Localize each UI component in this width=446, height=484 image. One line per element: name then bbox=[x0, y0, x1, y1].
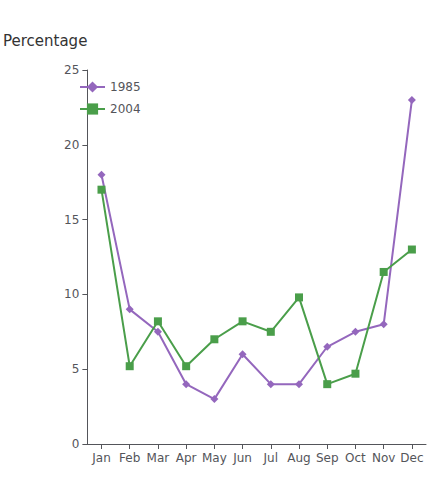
svg-text:Nov: Nov bbox=[372, 451, 395, 465]
svg-text:Feb: Feb bbox=[119, 451, 140, 465]
svg-text:5: 5 bbox=[72, 362, 80, 376]
svg-text:Mar: Mar bbox=[147, 451, 170, 465]
svg-text:Jul: Jul bbox=[263, 451, 278, 465]
svg-text:2004: 2004 bbox=[110, 102, 141, 116]
svg-text:15: 15 bbox=[64, 213, 79, 227]
svg-text:May: May bbox=[202, 451, 227, 465]
svg-text:Oct: Oct bbox=[345, 451, 366, 465]
svg-text:Dec: Dec bbox=[400, 451, 423, 465]
svg-text:Apr: Apr bbox=[176, 451, 197, 465]
svg-text:20: 20 bbox=[64, 138, 79, 152]
svg-text:25: 25 bbox=[64, 63, 79, 77]
svg-text:Jun: Jun bbox=[232, 451, 252, 465]
svg-text:1985: 1985 bbox=[110, 80, 141, 94]
svg-text:Percentage: Percentage bbox=[3, 32, 87, 50]
svg-text:Jan: Jan bbox=[91, 451, 111, 465]
svg-text:Sep: Sep bbox=[316, 451, 339, 465]
svg-text:10: 10 bbox=[64, 287, 79, 301]
svg-text:0: 0 bbox=[72, 437, 80, 451]
svg-text:Aug: Aug bbox=[287, 451, 310, 465]
